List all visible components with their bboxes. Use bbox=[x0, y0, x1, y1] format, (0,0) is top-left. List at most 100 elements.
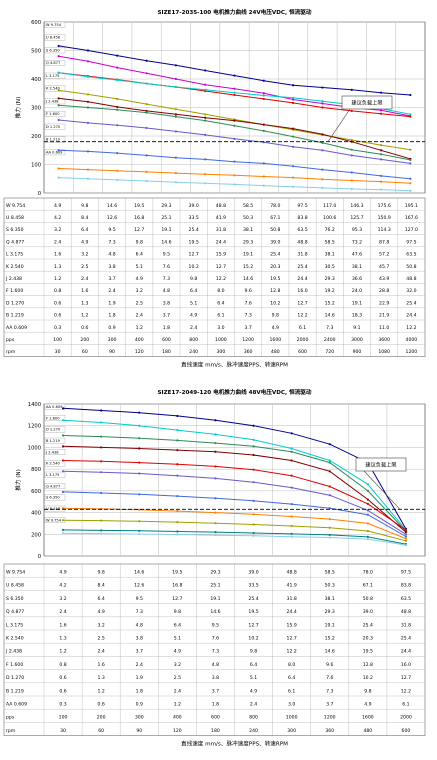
data-point bbox=[174, 130, 177, 133]
table-cell: 31.8 bbox=[216, 227, 226, 233]
series-label-box bbox=[44, 34, 66, 41]
data-point bbox=[176, 414, 179, 418]
table-cell: 16.8 bbox=[134, 215, 144, 221]
table-cell: 19.5 bbox=[363, 649, 373, 655]
table-cell: 90 bbox=[109, 349, 115, 355]
table-cell: 127.0 bbox=[405, 227, 418, 233]
table-cell: 2.5 bbox=[174, 675, 181, 681]
data-point bbox=[145, 154, 148, 157]
data-point bbox=[100, 519, 103, 522]
table-cell: 9.5 bbox=[163, 252, 170, 258]
data-point bbox=[379, 158, 383, 161]
table-cell: 19.2 bbox=[325, 288, 335, 294]
thrust-chart-24v: SIZE17-2035-100 电机推力曲线 24V电压VDC, 恒流驱动 0 10… bbox=[0, 0, 437, 378]
data-point bbox=[290, 447, 293, 450]
table-row-label: W 9.754 bbox=[6, 203, 25, 209]
data-point bbox=[409, 182, 412, 185]
table-cell: 16.0 bbox=[401, 662, 411, 668]
table-cell: 58.5 bbox=[325, 570, 335, 576]
annotation-text: 建议负载上限 bbox=[351, 99, 382, 107]
table-cell: 200 bbox=[80, 337, 89, 343]
data-point bbox=[252, 453, 255, 457]
data-point bbox=[176, 494, 179, 498]
y-tick-label: 400 bbox=[31, 511, 41, 517]
series-label-box bbox=[44, 149, 66, 156]
series-label: S 6.350 bbox=[46, 496, 60, 500]
data-point bbox=[321, 102, 324, 105]
series-label-box bbox=[44, 471, 66, 478]
table-cell: 31.8 bbox=[287, 596, 297, 602]
table-cell: 1080 bbox=[378, 349, 390, 355]
table-cell: 11.0 bbox=[379, 325, 389, 331]
table-cell: 22.9 bbox=[379, 300, 389, 306]
data-point bbox=[204, 173, 207, 176]
data-point bbox=[61, 459, 65, 462]
table-cell: 114.3 bbox=[378, 227, 391, 233]
table-row-label: B 1.219 bbox=[6, 313, 24, 319]
table-cell: 97.5 bbox=[297, 203, 307, 209]
table-cell: 19.1 bbox=[325, 622, 335, 628]
table-cell: 1.2 bbox=[54, 276, 61, 282]
data-point bbox=[116, 169, 119, 172]
data-point bbox=[116, 152, 119, 155]
data-point bbox=[262, 79, 265, 82]
y-axis-label: 推力 (N) bbox=[14, 97, 22, 119]
data-point bbox=[61, 470, 65, 473]
data-point bbox=[252, 468, 255, 471]
data-point bbox=[174, 113, 177, 116]
table-cell: 97.5 bbox=[401, 570, 411, 576]
data-point bbox=[176, 474, 179, 477]
table-cell: 480 bbox=[271, 349, 280, 355]
table-cell: 4.9 bbox=[272, 325, 279, 331]
table-cell: 48.8 bbox=[406, 276, 416, 282]
table-cell: 6.4 bbox=[250, 662, 257, 668]
data-point bbox=[366, 529, 369, 533]
table-cell: 3.7 bbox=[326, 702, 333, 708]
table-cell: 60 bbox=[82, 349, 88, 355]
data-point bbox=[57, 149, 60, 152]
table-cell: 5.1 bbox=[190, 300, 197, 306]
data-point bbox=[366, 498, 369, 501]
table-cell: 3.8 bbox=[108, 264, 115, 270]
table-row-label: pps bbox=[6, 716, 15, 721]
table-cell: 9.5 bbox=[136, 596, 143, 602]
annotation-box bbox=[341, 95, 393, 110]
data-point bbox=[145, 82, 148, 85]
data-point bbox=[61, 519, 65, 522]
data-point bbox=[262, 129, 265, 132]
table-cell: 400 bbox=[135, 337, 144, 343]
table-cell: 1200 bbox=[406, 349, 418, 355]
y-tick-label: 1000 bbox=[28, 445, 41, 451]
table-cell: 7.3 bbox=[326, 688, 333, 694]
data-point bbox=[204, 158, 207, 161]
series-label-box bbox=[44, 415, 66, 421]
table-cell: 12.7 bbox=[401, 675, 411, 681]
data-point bbox=[86, 150, 90, 153]
table-cell: 300 bbox=[135, 715, 144, 721]
data-point bbox=[409, 162, 412, 165]
table-cell: 15.9 bbox=[216, 252, 226, 258]
table-cell: 83.8 bbox=[401, 583, 411, 589]
table-cell: 73.2 bbox=[352, 239, 362, 245]
data-point bbox=[366, 513, 369, 516]
data-point bbox=[145, 179, 148, 183]
table-cell: 67.1 bbox=[363, 583, 373, 589]
data-point bbox=[290, 535, 293, 538]
table-row-label: L 3.175 bbox=[6, 252, 23, 258]
table-cell: 100 bbox=[59, 715, 68, 721]
thrust-chart-48v: SIZE17-2049-120 电机推力曲线 48V电压VDC, 恒流驱动 0 20… bbox=[0, 380, 437, 760]
data-point bbox=[176, 509, 179, 513]
data-point bbox=[86, 60, 90, 63]
table-cell: 2.4 bbox=[174, 688, 181, 694]
table-cell: 29.3 bbox=[325, 609, 335, 615]
table-cell: 38.1 bbox=[325, 252, 335, 258]
series-line bbox=[62, 460, 407, 531]
data-point bbox=[290, 515, 293, 518]
table-cell: 100 bbox=[53, 337, 62, 343]
table-cell: 4.8 bbox=[108, 252, 115, 258]
table-cell: 30 bbox=[60, 728, 66, 734]
data-point bbox=[138, 493, 141, 496]
data-point bbox=[138, 508, 141, 511]
table-cell: 4.2 bbox=[54, 215, 61, 221]
table-cell: 6.4 bbox=[190, 288, 197, 294]
